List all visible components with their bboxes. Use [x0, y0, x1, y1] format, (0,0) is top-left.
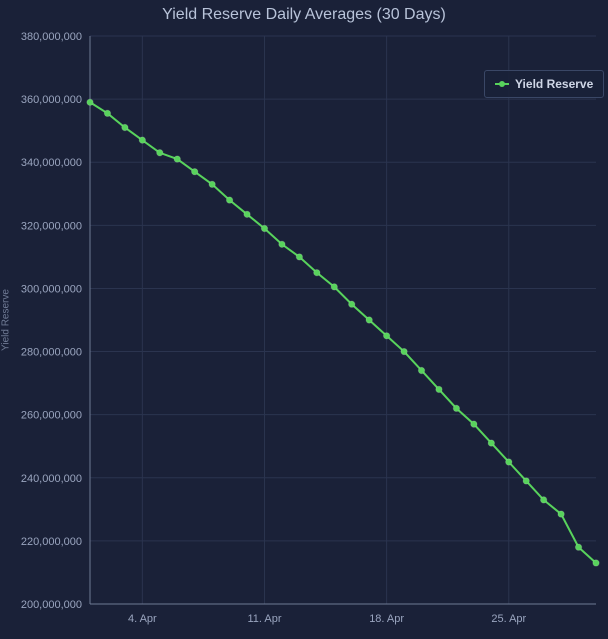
- data-point[interactable]: [174, 156, 180, 162]
- y-tick-label: 280,000,000: [21, 347, 82, 359]
- data-point[interactable]: [244, 211, 250, 217]
- data-point[interactable]: [575, 544, 581, 550]
- y-tick-label: 360,000,000: [21, 94, 82, 106]
- y-tick-label: 300,000,000: [21, 283, 82, 295]
- x-tick-label: 25. Apr: [491, 613, 526, 625]
- x-tick-label: 18. Apr: [369, 613, 404, 625]
- y-tick-label: 260,000,000: [21, 410, 82, 422]
- y-tick-label: 200,000,000: [21, 599, 82, 611]
- data-point[interactable]: [453, 405, 459, 411]
- data-point[interactable]: [540, 497, 546, 503]
- data-point[interactable]: [104, 110, 110, 116]
- data-point[interactable]: [593, 560, 599, 566]
- chart-legend: Yield Reserve: [484, 70, 604, 98]
- y-tick-label: 220,000,000: [21, 536, 82, 548]
- data-point[interactable]: [436, 386, 442, 392]
- data-point[interactable]: [471, 421, 477, 427]
- data-point[interactable]: [506, 459, 512, 465]
- data-point[interactable]: [296, 254, 302, 260]
- legend-label: Yield Reserve: [515, 77, 593, 91]
- data-point[interactable]: [314, 269, 320, 275]
- data-point[interactable]: [366, 317, 372, 323]
- y-tick-label: 320,000,000: [21, 220, 82, 232]
- legend-swatch: [495, 83, 509, 85]
- data-point[interactable]: [383, 333, 389, 339]
- data-point[interactable]: [558, 511, 564, 517]
- series-line: [90, 102, 596, 563]
- data-point[interactable]: [122, 124, 128, 130]
- y-tick-label: 340,000,000: [21, 157, 82, 169]
- y-tick-label: 380,000,000: [21, 31, 82, 43]
- data-point[interactable]: [157, 150, 163, 156]
- data-point[interactable]: [261, 225, 267, 231]
- data-point[interactable]: [139, 137, 145, 143]
- data-point[interactable]: [209, 181, 215, 187]
- yield-reserve-chart: Yield Reserve Daily Averages (30 Days) Y…: [0, 0, 608, 639]
- data-point[interactable]: [523, 478, 529, 484]
- data-point[interactable]: [488, 440, 494, 446]
- data-point[interactable]: [279, 241, 285, 247]
- legend-marker-icon: [499, 81, 505, 87]
- data-point[interactable]: [349, 301, 355, 307]
- data-point[interactable]: [226, 197, 232, 203]
- data-point[interactable]: [401, 348, 407, 354]
- data-point[interactable]: [331, 284, 337, 290]
- x-tick-label: 4. Apr: [128, 613, 157, 625]
- y-tick-label: 240,000,000: [21, 473, 82, 485]
- data-point[interactable]: [87, 99, 93, 105]
- data-point[interactable]: [418, 367, 424, 373]
- data-point[interactable]: [191, 168, 197, 174]
- x-tick-label: 11. Apr: [247, 613, 281, 625]
